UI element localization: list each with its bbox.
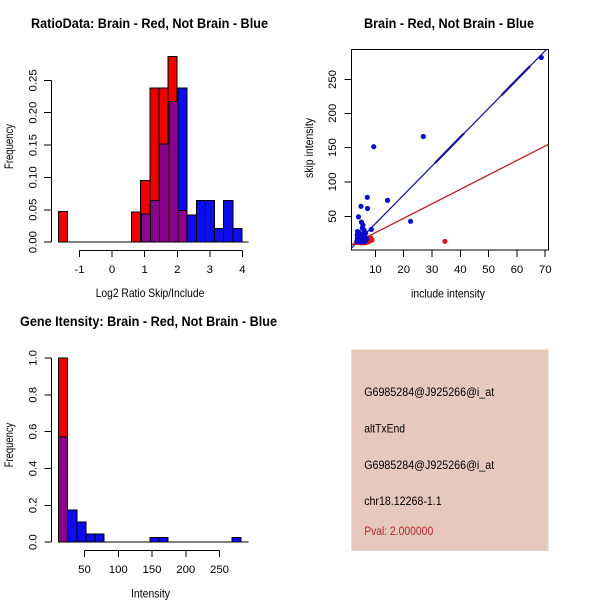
svg-text:10: 10: [369, 264, 382, 276]
svg-text:2: 2: [174, 264, 180, 276]
svg-text:250: 250: [327, 70, 339, 89]
svg-text:Pval: 2.000000: Pval: 2.000000: [364, 524, 433, 538]
svg-text:Intensity: Intensity: [131, 587, 170, 600]
svg-text:0.4: 0.4: [28, 461, 40, 477]
svg-text:150: 150: [327, 138, 339, 157]
svg-text:Log2 Ratio Skip/Include: Log2 Ratio Skip/Include: [96, 286, 205, 300]
svg-text:1: 1: [142, 264, 148, 276]
svg-text:20: 20: [397, 264, 410, 276]
svg-text:250: 250: [210, 564, 229, 576]
svg-text:altTxEnd: altTxEnd: [364, 422, 405, 436]
svg-text:0.0: 0.0: [28, 534, 40, 550]
svg-text:G6985284@J925266@i_at: G6985284@J925266@i_at: [364, 385, 495, 399]
svg-text:40: 40: [454, 264, 467, 276]
svg-text:60: 60: [511, 264, 524, 276]
svg-text:Brain - Red, Not Brain - Blue: Brain - Red, Not Brain - Blue: [364, 16, 534, 31]
svg-text:100: 100: [327, 172, 339, 191]
svg-text:30: 30: [426, 264, 439, 276]
svg-text:0.00: 0.00: [28, 231, 40, 253]
svg-text:50: 50: [327, 210, 339, 223]
svg-text:skip intensity: skip intensity: [302, 118, 316, 178]
svg-text:0.25: 0.25: [28, 69, 40, 91]
svg-text:50: 50: [78, 564, 91, 576]
svg-text:100: 100: [109, 564, 128, 576]
svg-text:50: 50: [482, 264, 495, 276]
svg-text:0.15: 0.15: [28, 134, 40, 156]
svg-text:Frequency: Frequency: [2, 124, 16, 169]
svg-text:Gene Itensity: Brain - Red, No: Gene Itensity: Brain - Red, Not Brain - …: [20, 314, 277, 329]
svg-text:4: 4: [239, 264, 245, 276]
svg-text:0.8: 0.8: [28, 387, 40, 403]
svg-text:G6985284@J925266@i_at: G6985284@J925266@i_at: [364, 458, 495, 472]
svg-text:70: 70: [539, 264, 552, 276]
svg-text:200: 200: [176, 564, 195, 576]
svg-text:chr18.12268-1.1: chr18.12268-1.1: [364, 494, 442, 508]
svg-text:0.6: 0.6: [28, 424, 40, 440]
svg-text:1.0: 1.0: [28, 350, 40, 366]
svg-text:3: 3: [207, 264, 213, 276]
svg-text:200: 200: [327, 104, 339, 123]
svg-text:0: 0: [109, 264, 115, 276]
svg-text:0.10: 0.10: [28, 166, 40, 188]
svg-text:0.20: 0.20: [28, 102, 40, 124]
svg-text:0.05: 0.05: [28, 199, 40, 221]
svg-text:-1: -1: [74, 264, 84, 276]
svg-text:RatioData: Brain - Red, Not Br: RatioData: Brain - Red, Not Brain - Blue: [31, 16, 268, 31]
svg-text:Frequency: Frequency: [2, 423, 16, 468]
svg-text:0.2: 0.2: [28, 497, 40, 513]
svg-text:include intensity: include intensity: [411, 287, 485, 301]
svg-text:150: 150: [142, 564, 161, 576]
